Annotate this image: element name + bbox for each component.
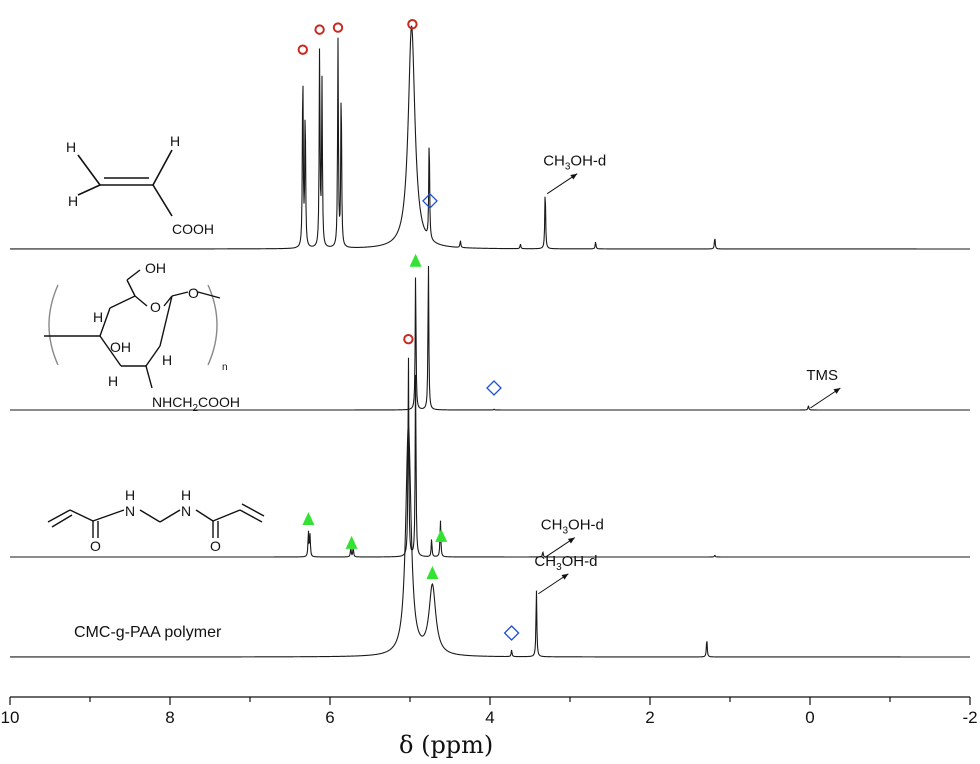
x-tick-label: 4 xyxy=(485,708,494,727)
annotation-1-1: CH3OH-d xyxy=(543,153,606,195)
mba-nh-2-n: N xyxy=(181,503,191,519)
marker-triangle-3-2 xyxy=(302,512,315,526)
x-tick-label: 8 xyxy=(165,708,174,727)
acrylic-cooh: COOH xyxy=(172,221,214,237)
annotation-4-1-label: CH3OH-d xyxy=(534,553,597,573)
marker-triangle-4-1 xyxy=(426,565,439,579)
annotation-4-1-arrowhead xyxy=(561,573,569,580)
spectrum-4 xyxy=(10,425,970,658)
annotation-3-1-label: CH3OH-d xyxy=(541,517,604,537)
mba-nh-1-h: H xyxy=(125,487,135,503)
marker-circle-1-3 xyxy=(332,22,344,33)
x-axis: 10 8 6 4 2 0 -2 xyxy=(1,696,978,727)
spectrum-3 xyxy=(10,357,970,558)
x-tick-label: 2 xyxy=(645,708,654,727)
acrylic-h-2: H xyxy=(68,193,78,209)
cmc-structure xyxy=(44,269,221,389)
annotation-2-1-label: TMS xyxy=(806,367,838,384)
mba-structure xyxy=(47,503,265,538)
marker-triangle-2-1 xyxy=(409,253,422,267)
cmc-h-1: H xyxy=(93,309,103,325)
mba-o-2: O xyxy=(210,538,221,554)
cmc-n-subscript: n xyxy=(222,362,228,373)
cmc-h-3: H xyxy=(108,373,118,389)
mba-o-1: O xyxy=(90,538,101,554)
peak-markers xyxy=(297,19,520,641)
marker-diamond-2-2 xyxy=(486,380,502,396)
x-tick-label: -2 xyxy=(962,708,977,727)
marker-diamond-4-2 xyxy=(503,625,520,641)
acrylic-h-1: H xyxy=(66,139,76,155)
x-tick-label: 6 xyxy=(325,708,334,727)
x-tick-label: 0 xyxy=(805,708,814,727)
acrylic-acid-structure xyxy=(77,149,173,217)
acrylic-h-3: H xyxy=(170,133,180,149)
marker-circle-3-1 xyxy=(403,333,414,345)
annotation-4-1: CH3OH-d xyxy=(534,553,597,595)
cmc-oh-top: OH xyxy=(145,260,166,276)
marker-diamond-1-5 xyxy=(422,192,438,209)
annotation-1-1-label: CH3OH-d xyxy=(543,153,606,173)
annotation-1-1-arrowhead xyxy=(570,173,578,180)
mba-nh-2-h: H xyxy=(181,487,191,503)
annotation-3-1-arrowhead xyxy=(567,537,575,544)
marker-circle-1-4 xyxy=(407,19,418,30)
peak-annotations: CH3OH-d TMS CH3OH-d CH3OH-d xyxy=(534,153,841,595)
cmc-link-o: O xyxy=(188,285,199,301)
x-axis-title: δ (ppm) xyxy=(399,731,493,759)
cmc-oh-mid: OH xyxy=(110,339,131,355)
marker-triangle-3-3 xyxy=(345,535,358,549)
polymer-label: CMC-g-PAA polymer xyxy=(74,624,222,641)
marker-triangle-3-4 xyxy=(435,528,448,542)
cmc-h-2: H xyxy=(162,352,172,368)
annotation-2-1: TMS xyxy=(806,367,841,409)
spectrum-2 xyxy=(10,266,970,411)
spectra-group xyxy=(10,25,970,658)
mba-nh-1-n: N xyxy=(125,503,135,519)
marker-circle-1-2 xyxy=(314,24,325,35)
cmc-ring-o: O xyxy=(150,299,161,315)
cmc-side-chain: NHCH2COOH xyxy=(152,394,240,414)
annotation-3-1: CH3OH-d xyxy=(541,517,604,559)
x-tick-label: 10 xyxy=(1,708,20,727)
spectrum-1 xyxy=(10,25,970,250)
marker-circle-1-1 xyxy=(297,44,308,55)
annotation-2-1-arrowhead xyxy=(833,388,841,394)
